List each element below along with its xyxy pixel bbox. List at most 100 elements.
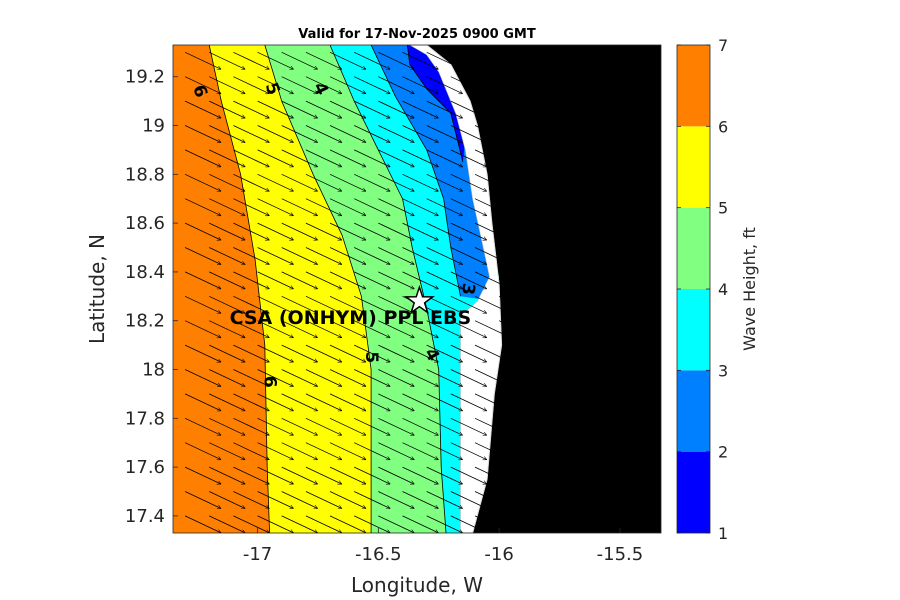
wave-arrow	[402, 466, 439, 484]
surf-zone	[409, 45, 503, 533]
wave-arrow	[329, 466, 366, 484]
wave-arrow	[305, 125, 342, 143]
y-axis-label: Latitude, N	[85, 234, 109, 344]
wave-arrow	[450, 222, 487, 240]
wave-arrow	[305, 76, 342, 94]
wave-arrow	[450, 247, 487, 265]
wave-arrow	[233, 247, 269, 265]
wave-arrow	[329, 100, 366, 118]
wave-arrow	[378, 369, 414, 387]
wave-arrow	[209, 173, 245, 191]
wave-arrow	[233, 369, 269, 387]
wave-arrow	[329, 369, 366, 387]
wave-arrow	[450, 76, 487, 94]
wave-arrow	[184, 51, 221, 69]
wave-arrow	[474, 125, 511, 143]
wave-arrow	[354, 222, 390, 240]
wave-arrow	[474, 173, 511, 191]
wave-arrow	[378, 76, 414, 94]
wave-arrow	[354, 76, 390, 94]
wave-arrow	[426, 442, 463, 460]
wave-arrow	[305, 100, 342, 118]
wave-arrow	[378, 271, 414, 289]
wave-arrow	[329, 393, 366, 411]
wave-arrow	[378, 320, 414, 338]
colorbar-swatch	[677, 45, 710, 127]
wave-arrow	[209, 491, 245, 509]
contour-line-3	[370, 45, 461, 297]
wave-arrow	[305, 247, 342, 265]
y-tick-label: 18.4	[125, 262, 165, 283]
wave-arrow	[281, 125, 318, 143]
wave-arrow	[426, 295, 463, 313]
site-label: CSA (ONHYM) PPL EBS	[230, 307, 472, 329]
band-1-2ft	[407, 45, 466, 163]
wave-arrow	[378, 393, 414, 411]
wave-arrow	[498, 295, 535, 313]
wave-arrow	[184, 247, 221, 265]
y-tick-label: 17.8	[125, 408, 165, 429]
wave-arrow	[257, 222, 294, 240]
wave-arrow	[305, 515, 342, 533]
wave-arrow	[257, 369, 294, 387]
wave-arrow	[305, 369, 342, 387]
wave-arrow	[474, 442, 511, 460]
wave-arrow	[378, 149, 414, 167]
wave-direction-arrows	[184, 51, 535, 533]
wave-arrow	[378, 344, 414, 362]
wave-arrow	[329, 173, 366, 191]
wave-arrow	[354, 125, 390, 143]
wave-arrow	[354, 173, 390, 191]
wave-arrow	[450, 442, 487, 460]
colorbar-tick-label: 1	[718, 524, 728, 543]
wave-arrow	[378, 198, 414, 216]
wave-arrow	[402, 125, 439, 143]
wave-arrow	[257, 466, 294, 484]
wave-arrow	[426, 247, 463, 265]
wave-arrow	[378, 173, 414, 191]
wave-arrow	[426, 198, 463, 216]
wave-arrow	[450, 198, 487, 216]
wave-arrow	[209, 51, 245, 69]
wave-arrow	[474, 295, 511, 313]
plot-area	[173, 45, 661, 533]
wave-height-bands	[173, 45, 500, 533]
wave-arrow	[329, 125, 366, 143]
wave-arrow	[233, 320, 269, 338]
wave-arrow	[329, 149, 366, 167]
wave-arrow	[184, 442, 221, 460]
wave-arrow	[257, 393, 294, 411]
wave-arrow	[305, 466, 342, 484]
wave-arrow	[474, 466, 511, 484]
wave-arrow	[426, 100, 463, 118]
wave-arrow	[402, 369, 439, 387]
wave-arrow	[233, 198, 269, 216]
wave-arrow	[450, 393, 487, 411]
wave-arrow	[329, 51, 366, 69]
wave-arrow	[474, 491, 511, 509]
wave-arrow	[233, 76, 269, 94]
wave-arrow	[402, 271, 439, 289]
colorbar-swatches	[677, 45, 710, 533]
y-tick-label: 18.6	[125, 213, 165, 234]
wave-arrow	[498, 320, 535, 338]
wave-arrow	[498, 247, 535, 265]
wave-arrow	[426, 369, 463, 387]
contour-line-2	[406, 45, 464, 163]
wave-arrow	[209, 76, 245, 94]
wave-arrow	[402, 515, 439, 533]
wave-arrow	[257, 442, 294, 460]
wave-arrow	[233, 51, 269, 69]
wave-arrow	[233, 515, 269, 533]
wave-arrow	[305, 442, 342, 460]
wave-arrow	[378, 466, 414, 484]
wave-arrow	[329, 491, 366, 509]
wave-arrow	[184, 515, 221, 533]
wave-arrow	[257, 125, 294, 143]
wave-arrow	[184, 76, 221, 94]
wave-arrow	[184, 369, 221, 387]
wave-arrow	[257, 100, 294, 118]
wave-arrow	[354, 100, 390, 118]
wave-arrow	[233, 125, 269, 143]
wave-arrow	[305, 198, 342, 216]
